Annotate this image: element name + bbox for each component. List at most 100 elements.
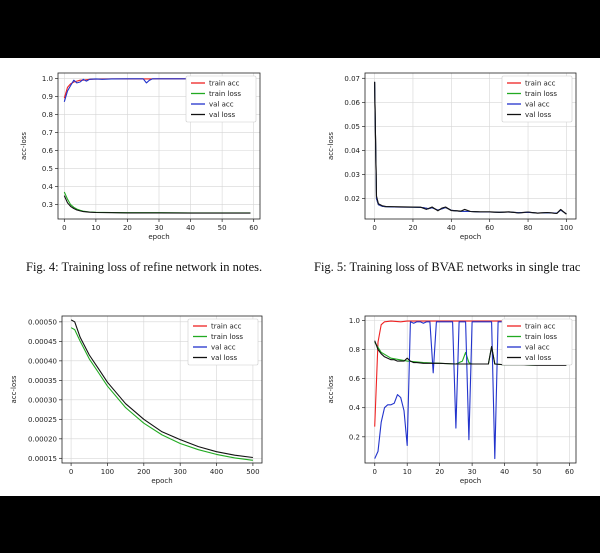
y-tick-label: 0.02	[344, 195, 360, 203]
x-tick-label: 20	[435, 468, 444, 476]
y-tick-label: 0.06	[344, 99, 360, 107]
legend-label: train loss	[525, 90, 557, 98]
y-axis-label: acc-loss	[20, 132, 28, 160]
x-tick-label: 300	[173, 468, 186, 476]
x-tick-label: 10	[91, 224, 100, 232]
x-tick-label: 60	[249, 224, 258, 232]
fig5-caption: Fig. 5: Training loss of BVAE networks i…	[314, 260, 581, 274]
legend-box	[501, 318, 573, 366]
legend-label: val loss	[525, 354, 551, 362]
fig4-caption: Fig. 4: Training loss of refine network …	[26, 260, 263, 274]
y-tick-label: 0.8	[42, 111, 53, 119]
y-tick-label: 0.3	[42, 201, 53, 209]
legend-label: train loss	[525, 333, 557, 341]
x-tick-label: 40	[186, 224, 195, 232]
bvae-svg: 0 20 40 60 80 100 0.02 0.03 0.04 0.05 0.06 0.07 epoc…	[327, 72, 577, 241]
legend-box	[185, 75, 257, 123]
legend-label: val loss	[211, 354, 237, 362]
x-tick-label: 30	[155, 224, 164, 232]
legend-label: val loss	[209, 111, 235, 119]
x-tick-label: 50	[218, 224, 227, 232]
legend-label: train acc	[525, 323, 556, 331]
x-axis-label: epoch	[460, 233, 481, 241]
y-tick-label: 0.00050	[28, 318, 57, 326]
x-tick-label: 60	[565, 468, 574, 476]
y-tick-label: 1.0	[349, 317, 360, 325]
y-tick-label: 0.6	[349, 375, 361, 383]
y-tick-label: 0.07	[344, 75, 360, 83]
y-tick-label: 0.00025	[28, 416, 57, 424]
y-tick-label: 0.4	[349, 404, 361, 412]
x-axis-label: epoch	[148, 233, 169, 241]
loss-500-epoch-chart: 0 100 200 300 400 500 0.00015 0.00020 0.00025 0.0…	[10, 311, 268, 487]
series-line-val-loss	[374, 81, 567, 215]
accloss-svg: 0 10 20 30 40 50 60 0.2 0.4 0.6 0.8 1.0 epoch acc-los…	[327, 315, 577, 485]
legend-box	[187, 318, 259, 366]
x-axis-label: epoch	[151, 477, 172, 485]
x-tick-label: 0	[373, 468, 377, 476]
y-axis-label: acc-loss	[327, 132, 335, 160]
series-line-train-loss	[70, 327, 253, 461]
y-tick-label: 0.00040	[28, 357, 57, 365]
y-tick-label: 0.00030	[28, 396, 57, 404]
y-tick-label: 0.2	[349, 433, 360, 441]
x-tick-label: 0	[69, 468, 73, 476]
y-axis-label: acc-loss	[327, 375, 335, 403]
legend-label: val acc	[525, 344, 550, 352]
x-tick-label: 200	[137, 468, 150, 476]
plot-frame	[364, 315, 577, 464]
x-tick-label: 100	[560, 224, 573, 232]
refine-svg: 0 10 20 30 40 50 60 0.3 0.4 0.5 0.6 0.7 0.8 0.9 1.0 epo…	[20, 72, 261, 241]
x-tick-label: 0	[372, 224, 376, 232]
x-tick-label: 30	[468, 468, 477, 476]
legend-label: val loss	[525, 111, 551, 119]
y-tick-label: 0.04	[344, 147, 360, 155]
legend-label: train loss	[209, 90, 241, 98]
plot-frame	[61, 315, 263, 464]
bvae-training-chart: 0 20 40 60 80 100 0.02 0.03 0.04 0.05 0.06 0.07 epoc…	[320, 68, 582, 243]
y-axis-label: acc-loss	[10, 375, 18, 403]
legend-label: train acc	[209, 80, 240, 88]
series-line-val-loss	[63, 195, 251, 214]
y-tick-label: 0.03	[344, 171, 360, 179]
x-tick-label: 100	[101, 468, 114, 476]
x-tick-label: 50	[533, 468, 542, 476]
legend-label: val acc	[209, 101, 234, 109]
legend-label: train acc	[525, 80, 556, 88]
x-tick-label: 0	[62, 224, 66, 232]
x-tick-label: 40	[500, 468, 509, 476]
x-tick-label: 20	[408, 224, 417, 232]
x-tick-label: 60	[485, 224, 494, 232]
y-tick-label: 0.8	[349, 346, 360, 354]
y-tick-label: 0.00020	[28, 435, 57, 443]
y-tick-label: 1.0	[42, 75, 53, 83]
plot-frame	[364, 72, 577, 220]
series-line-val-loss	[70, 319, 253, 459]
y-tick-label: 0.6	[42, 147, 54, 155]
y-tick-label: 0.00035	[28, 377, 57, 385]
y-tick-label: 0.4	[42, 183, 54, 191]
legend-label: train loss	[211, 333, 243, 341]
y-tick-label: 0.05	[344, 123, 360, 131]
acc-loss-60-epoch-chart: 0 10 20 30 40 50 60 0.2 0.4 0.6 0.8 1.0 epoch acc-los…	[320, 311, 582, 487]
y-tick-label: 0.7	[42, 129, 53, 137]
series-line-train-loss	[63, 191, 251, 214]
legend-label: val acc	[525, 101, 550, 109]
legend-label: val acc	[211, 344, 236, 352]
loss500-svg: 0 100 200 300 400 500 0.00015 0.00020 0.00025 0.0…	[10, 315, 263, 485]
y-tick-label: 0.9	[42, 93, 53, 101]
refine-training-chart: 0 10 20 30 40 50 60 0.3 0.4 0.5 0.6 0.7 0.8 0.9 1.0 epo…	[16, 68, 266, 243]
x-tick-label: 10	[403, 468, 412, 476]
y-tick-label: 0.5	[42, 165, 53, 173]
legend-box	[501, 75, 573, 123]
document-page: 0 10 20 30 40 50 60 0.3 0.4 0.5 0.6 0.7 0.8 0.9 1.0 epo…	[0, 58, 600, 496]
y-tick-label: 0.00045	[28, 338, 57, 346]
x-tick-label: 400	[210, 468, 223, 476]
x-tick-label: 500	[246, 468, 259, 476]
y-tick-label: 0.00015	[28, 455, 57, 463]
x-tick-label: 80	[524, 224, 533, 232]
x-axis-label: epoch	[460, 477, 481, 485]
legend-label: train acc	[211, 323, 242, 331]
x-tick-label: 40	[447, 224, 456, 232]
x-tick-label: 20	[123, 224, 132, 232]
